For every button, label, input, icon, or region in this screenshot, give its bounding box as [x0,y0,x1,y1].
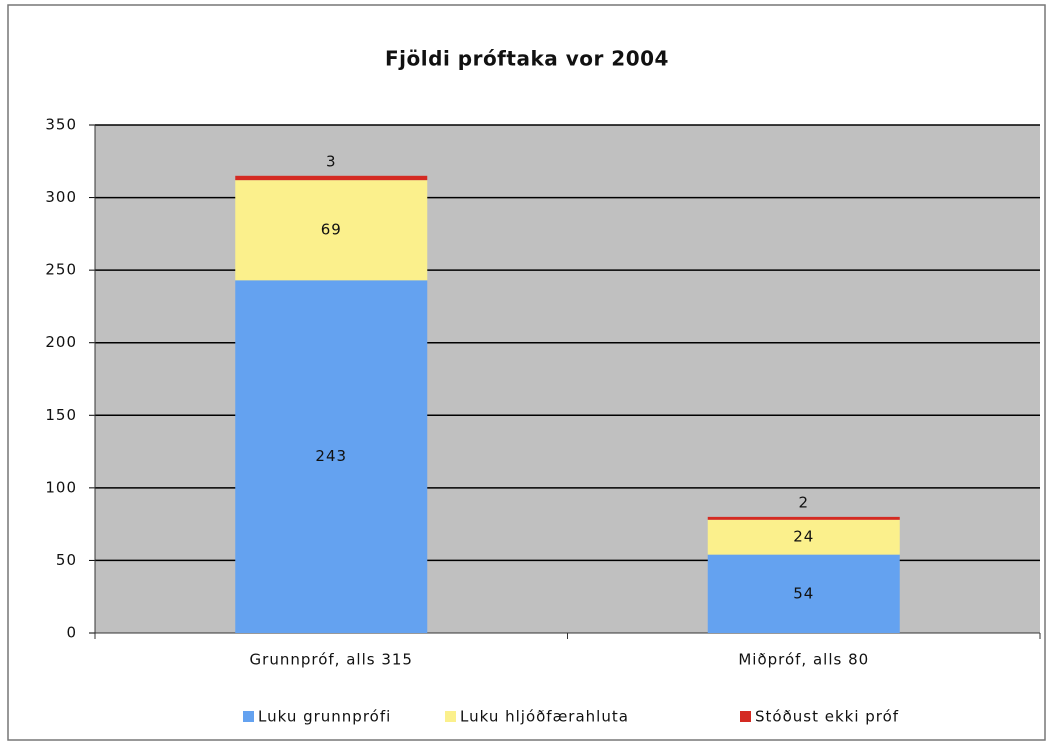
chart-title: Fjöldi próftaka vor 2004 [385,47,669,71]
x-tick-label: Miðpróf, alls 80 [738,651,869,669]
bar-segment [707,519,900,555]
data-label: 54 [793,584,814,602]
y-tick-label: 250 [45,261,77,279]
data-label: 69 [321,221,342,239]
legend-swatch [445,711,456,722]
legend-swatch [243,711,254,722]
data-label: 3 [326,152,337,170]
x-tick-label: Grunnpróf, alls 315 [250,651,413,669]
bar-segment [707,516,900,520]
bar-segment [707,554,900,633]
data-label: 2 [798,493,809,511]
y-tick-label: 0 [66,624,77,642]
bar-segment [235,280,428,633]
y-tick-label: 350 [45,116,77,134]
y-tick-label: 200 [45,333,77,351]
legend-swatch [740,711,751,722]
data-label: 24 [793,528,814,546]
legend-label: Stóðust ekki próf [755,708,899,726]
bar-segment [235,180,428,281]
y-tick-label: 150 [45,406,77,424]
legend-label: Luku grunnprófi [258,708,391,726]
legend-label: Luku hljóðfærahluta [460,708,629,726]
y-tick-label: 50 [56,551,77,569]
y-tick-label: 100 [45,478,77,496]
bar-segment [235,175,428,181]
data-label: 243 [315,447,347,465]
y-tick-label: 300 [45,188,77,206]
